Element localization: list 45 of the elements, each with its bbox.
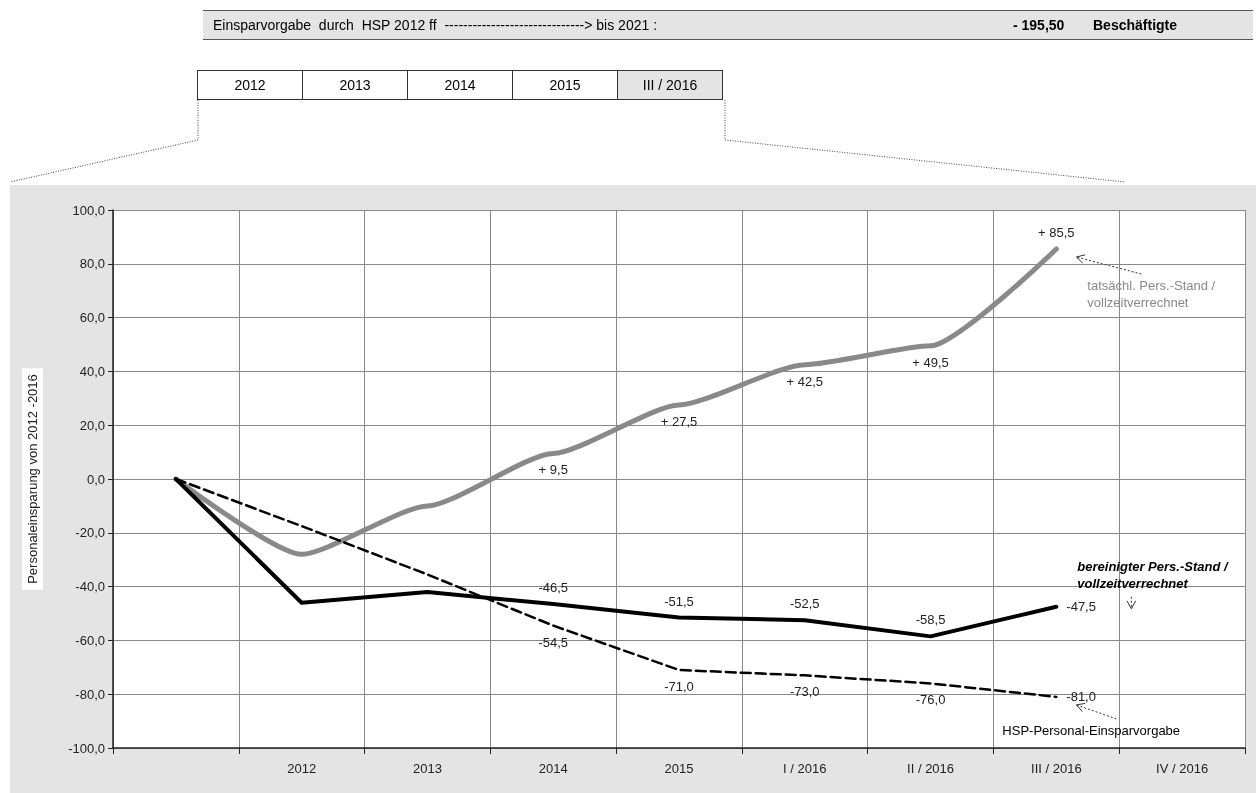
text: Beschäftigte (1093, 17, 1178, 33)
y-tick-label: -60,0 (75, 632, 105, 648)
text: 2014 (407, 71, 512, 99)
data-label: -81,0 (1066, 689, 1096, 705)
data-label: -52,5 (789, 596, 820, 612)
data-label: -71,0 (664, 678, 694, 694)
x-tick-label: 2014 (538, 761, 568, 776)
y-tick-label: 100,0 (72, 202, 105, 218)
y-tick-label: -80,0 (75, 686, 105, 702)
x-tick-label: III / 2016 (1031, 761, 1082, 776)
y-axis-title: Personaleinsparung von 2012 -2016 (25, 374, 40, 584)
x-tick-label: 2015 (664, 761, 694, 776)
y-tick-label: 20,0 (79, 417, 105, 433)
y-tick-label: -100,0 (68, 740, 105, 756)
data-label: + 9,5 (538, 462, 568, 478)
y-tick-label: -40,0 (75, 579, 105, 595)
data-label: -46,5 (538, 580, 569, 596)
y-tick-label: 0,0 (86, 471, 105, 487)
x-tick-label: IV / 2016 (1156, 761, 1209, 776)
x-tick-label: 2012 (287, 761, 317, 776)
y-tick-label: -20,0 (75, 525, 105, 541)
data-label: + 27,5 (660, 414, 698, 430)
text: 2015 (512, 71, 617, 99)
x-tick-label: 2013 (412, 761, 442, 776)
x-tick-label: II / 2016 (907, 761, 955, 776)
text: bereinigter Pers.-Stand / vollzeitverrechnet (1076, 557, 1230, 593)
data-label: -51,5 (664, 593, 694, 609)
data-label: -47,5 (1066, 599, 1096, 615)
x-tick-label: I / 2016 (783, 761, 827, 776)
y-tick-label: 60,0 (79, 310, 105, 326)
data-label: + 85,5 (1038, 225, 1075, 241)
data-label: -73,0 (789, 684, 820, 700)
data-label: -58,5 (915, 612, 946, 628)
y-tick-label: 80,0 (79, 256, 105, 272)
text: HSP-Personal-Einsparvorgabe (1001, 721, 1182, 740)
data-label: + 42,5 (786, 373, 824, 389)
text: Einsparvorgabe durch HSP 2012 ff ------------------------------> bis 2021 : (213, 17, 658, 33)
data-label: -76,0 (915, 692, 946, 708)
text: III / 2016 (617, 71, 722, 99)
text: 2013 (302, 71, 407, 99)
text: - 195,50 (1013, 17, 1065, 33)
text: 2012 (233, 76, 267, 95)
y-tick-label: 40,0 (79, 363, 105, 379)
data-label: + 49,5 (912, 354, 949, 370)
data-label: -54,5 (538, 634, 569, 650)
